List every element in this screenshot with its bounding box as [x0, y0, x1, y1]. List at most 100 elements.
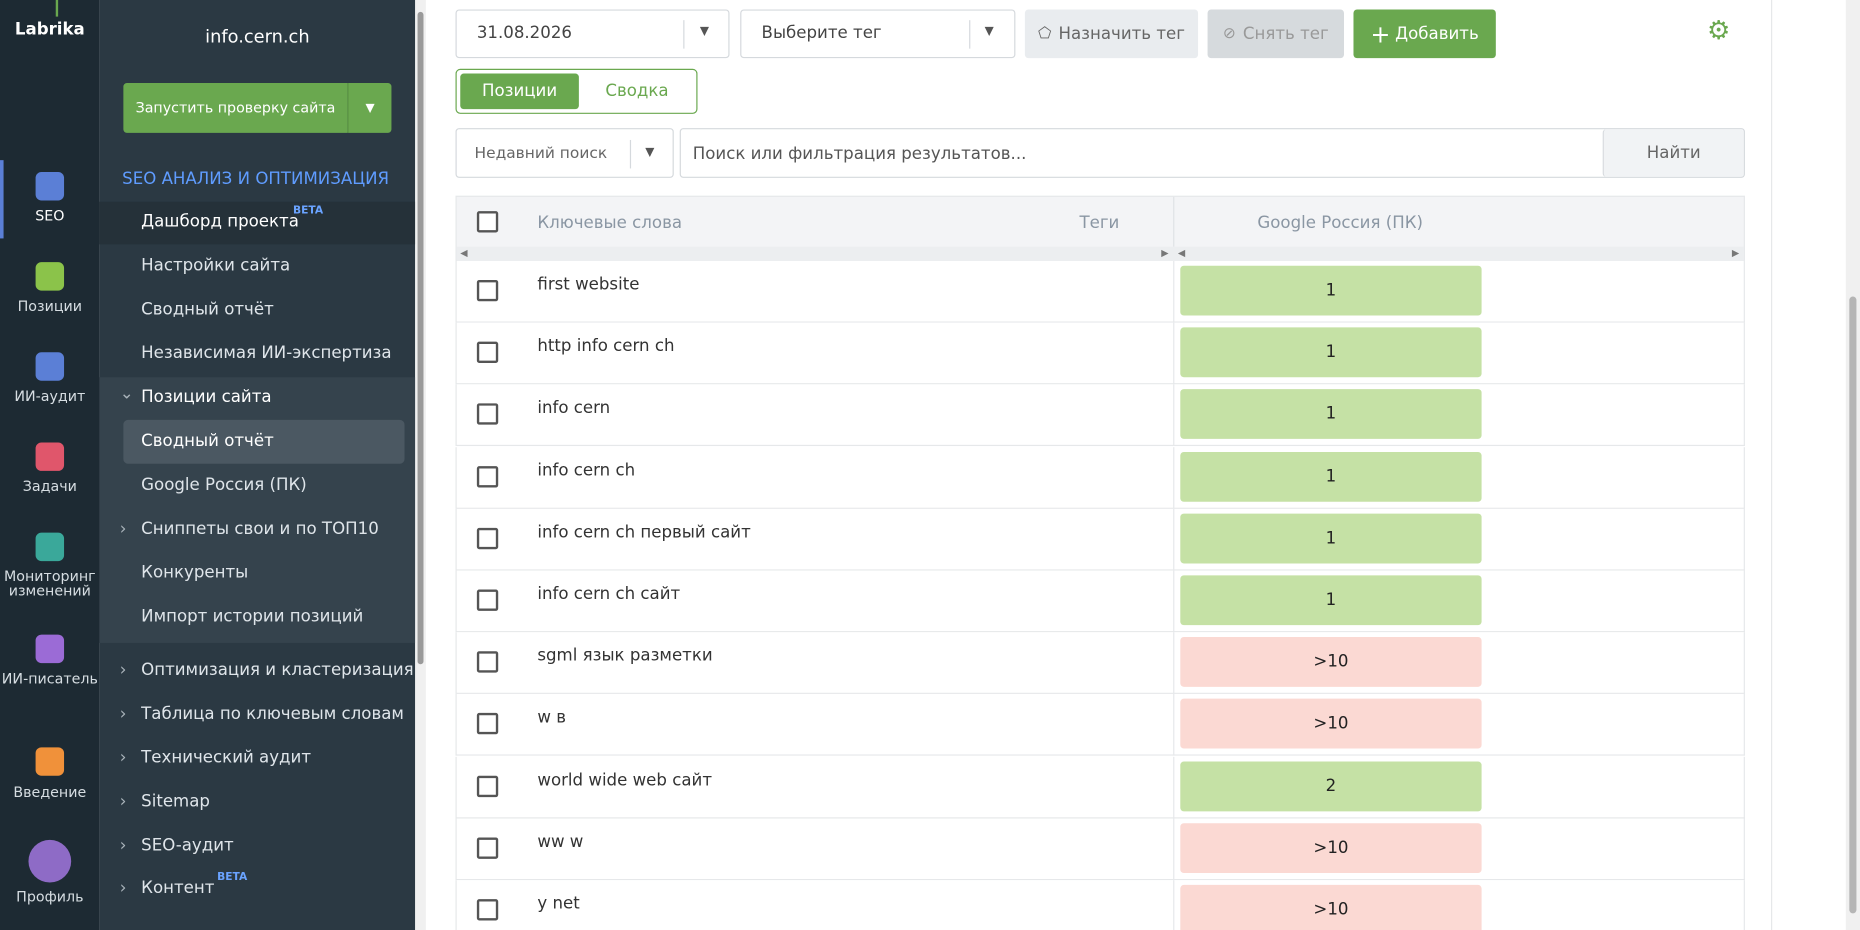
position-cell[interactable]: 1	[1180, 451, 1482, 502]
search-button[interactable]: Найти	[1602, 129, 1744, 177]
row-checkbox[interactable]	[476, 465, 499, 488]
nav-icon[interactable]	[35, 352, 65, 381]
nav-label[interactable]: ИИ-аудит	[14, 387, 86, 405]
position-cell[interactable]: >10	[1180, 637, 1482, 688]
row-checkbox[interactable]	[476, 775, 499, 797]
nav-label[interactable]: Мониторинг изменений	[4, 568, 96, 600]
recent-search[interactable]: Недавний поиск ▼	[455, 128, 674, 178]
keyword: world wide web сайт	[537, 770, 712, 790]
position-cell[interactable]: 1	[1180, 513, 1482, 564]
menu-item[interactable]: Технический аудит	[141, 748, 312, 768]
position-cell[interactable]: >10	[1180, 699, 1482, 749]
settings-icon[interactable]: ⚙	[1706, 16, 1731, 47]
nav-label[interactable]: SEO	[35, 207, 65, 225]
h-scrollbar[interactable]: ◀ ▶ ◀ ▶	[456, 246, 1744, 261]
position-cell[interactable]: >10	[1180, 822, 1482, 873]
menu-item[interactable]: Оптимизация и кластеризация	[141, 660, 414, 680]
row-checkbox[interactable]	[476, 341, 499, 364]
logo[interactable]: Labrika	[14, 20, 85, 40]
keyword: w в	[537, 708, 567, 728]
select-all-checkbox[interactable]	[476, 211, 499, 233]
column-divider	[1173, 260, 1175, 323]
menu-item[interactable]: Дашборд проекта	[141, 212, 299, 232]
column-divider	[1173, 384, 1175, 447]
table-row: info cern 1	[455, 384, 1745, 447]
column-divider	[1173, 508, 1175, 571]
menu-item[interactable]: Контент	[141, 878, 215, 898]
row-checkbox[interactable]	[476, 837, 499, 859]
menu-scroll-thumb[interactable]	[417, 11, 424, 665]
nav-icon[interactable]	[35, 532, 65, 562]
menu-item[interactable]: Google Россия (ПК)	[141, 475, 307, 495]
nav-label[interactable]: Позиции	[17, 297, 83, 315]
row-checkbox[interactable]	[476, 403, 499, 426]
table-row: w в >10	[455, 694, 1745, 757]
column-divider	[1173, 880, 1175, 930]
nav-label[interactable]: ИИ-писатель	[1, 670, 98, 687]
position-cell[interactable]: 1	[1180, 575, 1482, 626]
beta-badge: BETA	[292, 205, 324, 218]
position-cell[interactable]: 1	[1180, 389, 1482, 440]
row-checkbox[interactable]	[476, 713, 499, 735]
row-checkbox[interactable]	[476, 589, 499, 611]
menu-arrow: ›	[119, 878, 127, 898]
table-row: sgml язык разметки >10	[455, 632, 1745, 695]
row-checkbox[interactable]	[476, 279, 499, 302]
nav-icon[interactable]	[35, 747, 65, 776]
column-divider	[1173, 632, 1175, 695]
menu-item[interactable]: Сводный отчёт	[141, 431, 274, 451]
beta-badge: BETA	[217, 871, 248, 884]
tab[interactable]: Сводка	[605, 81, 669, 101]
run-check-dropdown[interactable]: ▼	[347, 83, 392, 133]
content-border	[1771, 0, 1773, 930]
menu-item[interactable]: SEO-аудит	[141, 836, 234, 856]
nav-icon[interactable]	[35, 172, 65, 201]
search-placeholder: Поиск или фильтрация результатов...	[692, 144, 1027, 164]
menu-item[interactable]: Таблица по ключевым словам	[141, 704, 404, 724]
tab-active[interactable]: Позиции	[460, 73, 579, 110]
section-title: SEO АНАЛИЗ И ОПТИМИЗАЦИЯ	[122, 169, 390, 189]
row-checkbox[interactable]	[476, 899, 499, 921]
add-label: Добавить	[1395, 24, 1479, 44]
position-cell[interactable]: >10	[1180, 884, 1482, 930]
search-box[interactable]: Поиск или фильтрация результатов... Найт…	[679, 128, 1745, 178]
menu-item[interactable]: Позиции сайта	[141, 387, 272, 407]
row-checkbox[interactable]	[476, 651, 499, 673]
menu-item[interactable]: Конкуренты	[141, 563, 249, 583]
recent-search-label: Недавний поиск	[474, 144, 608, 163]
row-checkbox[interactable]	[476, 527, 499, 549]
header-keywords: Ключевые слова	[537, 213, 683, 233]
tag-select[interactable]: Выберите тег ▼	[740, 9, 1016, 59]
position-cell[interactable]: 1	[1180, 265, 1482, 316]
menu-item[interactable]: Настройки сайта	[141, 256, 291, 276]
nav-label[interactable]: Профиль	[16, 888, 84, 906]
menu-item[interactable]: Импорт истории позиций	[141, 607, 364, 627]
tag-icon: ⬠	[1037, 24, 1052, 43]
menu-item[interactable]: Sitemap	[141, 792, 210, 812]
position-cell[interactable]: 2	[1180, 761, 1482, 811]
assign-tag-label: Назначить тег	[1058, 24, 1185, 44]
nav-label[interactable]: Задачи	[22, 478, 77, 495]
menu-item[interactable]: Независимая ИИ-экспертиза	[141, 344, 392, 363]
menu-item[interactable]: Сниппеты свои и по ТОП10	[141, 519, 379, 539]
date-select[interactable]: 31.08.2026 ▼	[455, 9, 730, 59]
menu-item[interactable]: Сводный отчёт	[141, 300, 274, 320]
nav-icon[interactable]	[35, 262, 65, 291]
page-scroll-thumb[interactable]	[1849, 296, 1857, 914]
column-divider	[1173, 694, 1175, 757]
add-button[interactable]: + Добавить	[1353, 9, 1496, 59]
separator	[629, 139, 632, 169]
position-cell[interactable]: 1	[1180, 327, 1482, 378]
nav-icon[interactable]	[35, 442, 65, 471]
nav-label[interactable]: Введение	[13, 784, 87, 801]
nav-icon[interactable]	[28, 839, 72, 883]
plus-icon: +	[1370, 19, 1391, 49]
run-check-button[interactable]: Запустить проверку сайта	[123, 83, 348, 133]
remove-tag-button[interactable]: ⊘ Снять тег	[1207, 9, 1344, 59]
assign-tag-button[interactable]: ⬠ Назначить тег	[1024, 9, 1199, 59]
keyword: info cern ch сайт	[537, 584, 681, 604]
table-row: y net >10	[455, 880, 1745, 930]
nav-icon[interactable]	[35, 634, 65, 664]
menu-arrow: ›	[119, 704, 127, 724]
